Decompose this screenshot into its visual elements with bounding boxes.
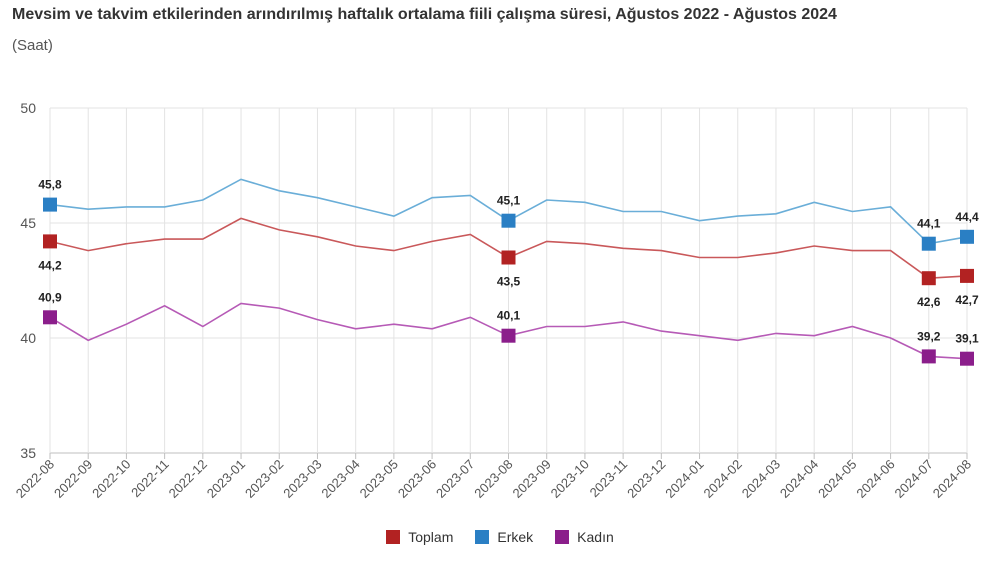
data-label-erkek-2023-08: 45,1 <box>497 194 521 208</box>
data-label-erkek-2024-07: 44,1 <box>917 217 941 231</box>
x-axis: 2022-082022-092022-102022-112022-122023-… <box>13 453 974 501</box>
y-axis: 35 40 45 50 <box>20 100 36 461</box>
x-tick-label-2022-09: 2022-09 <box>51 457 95 501</box>
marker-erkek-2023-08 <box>501 213 516 228</box>
data-label-toplam-2024-07: 42,6 <box>917 295 941 309</box>
marker-toplam-2023-08 <box>501 250 516 265</box>
data-label-erkek-2022-08: 45,8 <box>38 178 62 192</box>
x-tick-label-2023-04: 2023-04 <box>318 457 362 501</box>
marker-erkek-2024-08 <box>960 229 974 244</box>
chart-title: Mevsim ve takvim etkilerinden arındırılm… <box>12 6 837 23</box>
x-tick-label-2024-04: 2024-04 <box>777 457 821 501</box>
x-tick-label-2022-08: 2022-08 <box>13 457 57 501</box>
data-label-toplam-2023-08: 43,5 <box>497 275 521 289</box>
legend-swatch-kadin <box>555 530 570 544</box>
marker-kadin-2024-07 <box>921 349 936 364</box>
y-tick-label-50: 50 <box>20 100 36 116</box>
legend-item-erkek[interactable]: Erkek <box>475 529 533 545</box>
legend-label-kadin: Kadın <box>577 529 614 545</box>
x-tick-label-2022-11: 2022-11 <box>128 457 172 501</box>
series-markers <box>43 197 974 366</box>
legend-item-kadin[interactable]: Kadın <box>555 529 614 545</box>
marker-kadin-2022-08 <box>43 310 57 325</box>
chart-subtitle: (Saat) <box>12 37 53 54</box>
x-tick-label-2024-01: 2024-01 <box>662 457 706 501</box>
x-tick-label-2023-02: 2023-02 <box>242 457 286 501</box>
marker-kadin-2023-08 <box>501 328 516 343</box>
data-label-kadin-2024-07: 39,2 <box>917 329 941 343</box>
x-tick-label-2023-07: 2023-07 <box>433 457 477 501</box>
legend-swatch-erkek <box>475 530 490 544</box>
grid-lines <box>49 107 968 454</box>
data-label-toplam-2024-08: 42,7 <box>955 293 979 307</box>
legend-item-toplam[interactable]: Toplam <box>386 529 453 545</box>
x-tick-label-2024-06: 2024-06 <box>853 457 897 501</box>
legend-swatch-toplam <box>386 530 401 544</box>
x-tick-label-2023-01: 2023-01 <box>204 457 248 501</box>
y-tick-label-35: 35 <box>20 445 36 461</box>
x-tick-label-2023-12: 2023-12 <box>624 457 668 501</box>
x-tick-label-2024-07: 2024-07 <box>892 457 936 501</box>
data-label-erkek-2024-08: 44,4 <box>955 210 979 224</box>
marker-erkek-2022-08 <box>43 197 57 212</box>
x-tick-label-2023-08: 2023-08 <box>471 457 515 501</box>
y-tick-label-45: 45 <box>20 215 36 231</box>
x-tick-label-2023-11: 2023-11 <box>587 457 631 501</box>
data-labels: 44,2 43,5 42,6 42,7 45,8 45,1 44,1 44,4 40,9 40,1… <box>38 178 979 346</box>
data-label-toplam-2022-08: 44,2 <box>38 258 62 272</box>
x-tick-label-2022-10: 2022-10 <box>89 457 133 501</box>
marker-kadin-2024-08 <box>960 351 974 366</box>
legend-label-erkek: Erkek <box>497 529 534 545</box>
x-tick-label-2024-03: 2024-03 <box>739 457 783 501</box>
legend: Toplam Erkek Kadın <box>0 529 1000 545</box>
x-tick-label-2024-02: 2024-02 <box>701 457 745 501</box>
x-tick-label-2024-08: 2024-08 <box>930 457 974 501</box>
x-tick-label-2022-12: 2022-12 <box>166 457 210 501</box>
marker-erkek-2024-07 <box>921 236 936 251</box>
x-tick-label-2023-06: 2023-06 <box>395 457 439 501</box>
x-tick-label-2023-03: 2023-03 <box>280 457 324 501</box>
y-tick-label-40: 40 <box>20 330 36 346</box>
marker-toplam-2024-08 <box>960 268 974 283</box>
x-tick-label-2023-10: 2023-10 <box>548 457 592 501</box>
x-tick-label-2023-05: 2023-05 <box>357 457 401 501</box>
data-label-kadin-2024-08: 39,1 <box>955 332 979 346</box>
data-label-kadin-2022-08: 40,9 <box>38 290 62 304</box>
marker-toplam-2024-07 <box>921 271 936 286</box>
marker-toplam-2022-08 <box>43 234 57 249</box>
x-tick-label-2023-09: 2023-09 <box>509 457 553 501</box>
data-label-kadin-2023-08: 40,1 <box>497 309 521 323</box>
legend-label-toplam: Toplam <box>408 529 454 545</box>
x-tick-label-2024-05: 2024-05 <box>815 457 859 501</box>
